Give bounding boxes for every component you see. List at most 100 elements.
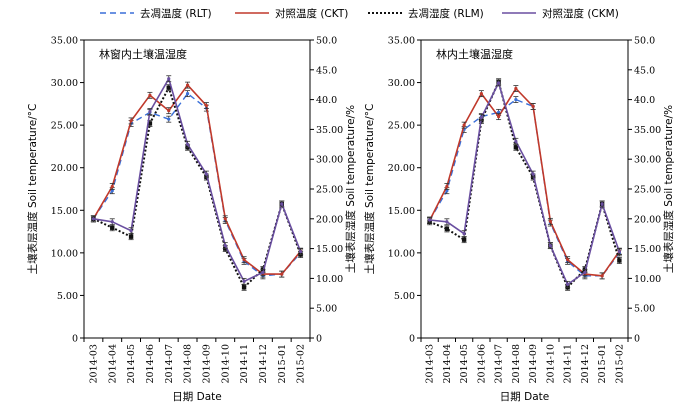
y-right-tick-label: 15.00 <box>316 244 343 255</box>
data-point <box>242 258 246 262</box>
data-point <box>185 92 190 96</box>
plot-frame <box>420 39 629 339</box>
y-right-tick-label: 50.0 <box>634 36 655 47</box>
panel-title: 林内土壤温湿度 <box>436 47 513 61</box>
data-point <box>513 145 519 150</box>
series-line-4 <box>93 77 302 283</box>
data-point <box>280 272 284 276</box>
y-left-axis-label: 土壤表层温度 Soil temperature/°C <box>26 104 39 275</box>
data-point <box>185 142 190 146</box>
data-point <box>445 220 449 224</box>
series-line-3 <box>429 80 621 289</box>
data-point <box>566 258 570 262</box>
plot-frame <box>83 39 311 339</box>
data-point <box>617 249 621 254</box>
data-point <box>444 226 450 232</box>
y-left-tick-label: 5.00 <box>57 291 78 302</box>
y-right-tick-label: 5.00 <box>316 304 337 315</box>
data-point <box>110 220 114 224</box>
legend-label-4: 对照湿度 (CKM) <box>542 7 619 20</box>
data-point <box>148 109 152 114</box>
x-tick-label: 2014-09 <box>528 344 539 383</box>
x-tick-label: 2014-10 <box>545 344 556 383</box>
x-tick-label: 2014-10 <box>220 344 231 383</box>
y-right-tick-label: 20.00 <box>316 214 343 225</box>
x-tick-label: 2014-07 <box>164 344 175 383</box>
y-left-tick-label: 25.00 <box>51 121 78 132</box>
data-point <box>461 237 467 242</box>
data-point <box>148 93 152 97</box>
data-point <box>91 217 96 221</box>
y-left-tick-label: 10.00 <box>51 248 78 259</box>
x-tick-label: 2014-03 <box>425 344 436 383</box>
y-left-tick-label: 0 <box>72 334 78 345</box>
data-point <box>445 184 449 189</box>
data-point <box>497 110 501 114</box>
x-tick-label: 2014-12 <box>580 344 591 383</box>
x-tick-label: 2014-03 <box>88 344 99 383</box>
x-tick-label: 2014-06 <box>145 344 156 383</box>
data-point <box>223 244 227 248</box>
x-tick-label: 2014-11 <box>239 344 250 383</box>
y-right-tick-label: 25.00 <box>634 185 661 196</box>
series-line-2 <box>428 87 621 277</box>
x-axis-label: 日期 Date <box>500 391 549 403</box>
y-left-tick-label: 15.00 <box>388 206 415 217</box>
data-point <box>617 258 622 263</box>
data-point <box>531 104 535 109</box>
data-point <box>167 117 171 121</box>
data-point <box>497 115 501 119</box>
y-right-tick-label: 20.00 <box>634 214 661 225</box>
series-line-1 <box>428 98 620 277</box>
data-point <box>514 98 518 102</box>
data-point <box>167 77 171 81</box>
x-tick-label: 2015-01 <box>277 344 288 383</box>
x-tick-label: 2014-11 <box>563 344 574 383</box>
data-point <box>185 83 190 87</box>
y-right-tick-label: 35.00 <box>316 125 343 136</box>
y-right-tick-label: 10.00 <box>316 274 343 285</box>
data-point <box>110 189 114 193</box>
x-tick-label: 2014-04 <box>107 344 118 383</box>
series-line-2 <box>92 84 302 275</box>
data-point <box>298 249 303 254</box>
data-point <box>129 229 133 233</box>
y-left-tick-label: 10.00 <box>388 248 415 259</box>
y-left-tick-label: 20.00 <box>388 163 415 174</box>
x-tick-label: 2015-02 <box>296 344 307 383</box>
x-tick-label: 2014-09 <box>201 344 212 383</box>
y-right-tick-label: 0 <box>634 334 640 345</box>
data-point <box>600 202 604 206</box>
data-point <box>128 234 134 239</box>
data-point <box>223 217 227 221</box>
x-tick-label: 2014-12 <box>258 344 269 383</box>
y-right-tick-label: 25.00 <box>316 185 343 196</box>
data-point <box>261 270 265 275</box>
data-point <box>514 86 518 91</box>
y-left-tick-label: 35.00 <box>388 36 415 47</box>
data-point <box>531 172 535 176</box>
y-left-tick-label: 5.00 <box>394 291 415 302</box>
y-right-tick-label: 5.00 <box>634 304 655 315</box>
data-point <box>129 119 133 123</box>
x-tick-label: 2015-02 <box>614 344 625 383</box>
data-point <box>514 139 518 143</box>
legend-label-2: 对照温度 (CKT) <box>275 7 348 20</box>
x-tick-label: 2014-05 <box>459 344 470 383</box>
y-right-tick-label: 0 <box>316 334 322 345</box>
series-line-4 <box>429 82 621 286</box>
data-point <box>204 172 209 176</box>
data-point <box>462 123 466 127</box>
data-point <box>497 81 501 85</box>
y-left-axis-label: 土壤表层温度 Soil temperature/°C <box>363 104 376 275</box>
legend-label-1: 去凋温度 (RLT) <box>140 7 212 20</box>
panel-title: 林窗内土壤温湿度 <box>99 47 187 61</box>
data-point <box>479 92 483 96</box>
series-line-3 <box>92 86 302 289</box>
chart-panel-2: 0 5.00 10.00 15.00 20.00 25.00 30.00 35.00 0 5.00… <box>363 36 675 404</box>
data-point <box>167 109 171 113</box>
x-tick-label: 2014-06 <box>476 344 487 383</box>
y-right-tick-label: 40.0 <box>634 95 655 106</box>
